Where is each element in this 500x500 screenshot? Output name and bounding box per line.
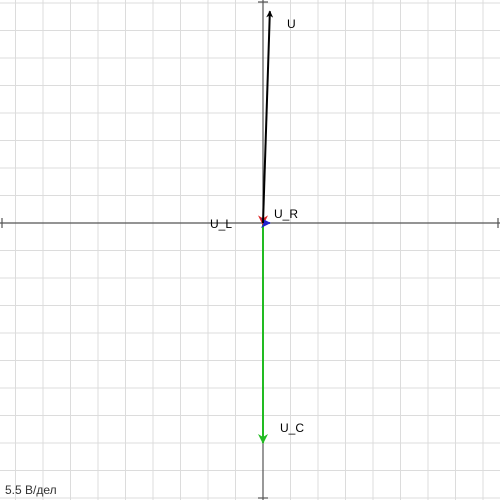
label-ur: U_R [274,207,298,221]
vector-u [262,10,274,224]
label-uc: U_C [280,421,304,435]
scale-label: 5.5 В/дел [5,483,57,497]
label-ul: U_L [210,217,232,231]
x-axis [0,218,500,228]
label-u: U [287,17,296,31]
